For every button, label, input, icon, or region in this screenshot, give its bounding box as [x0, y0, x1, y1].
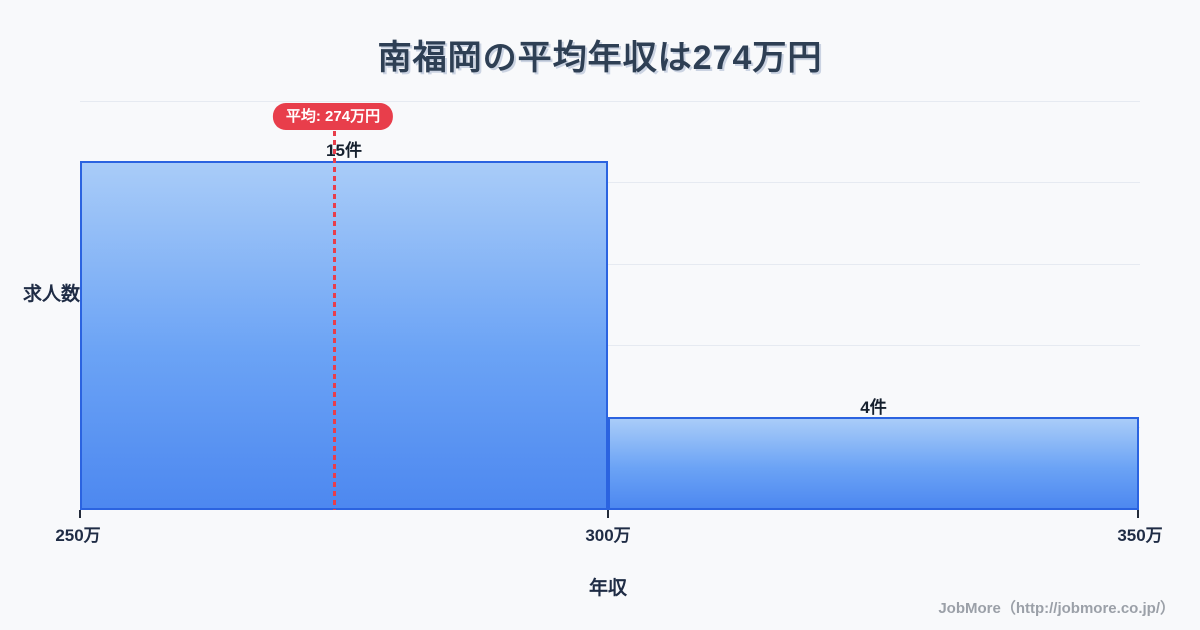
site-credit: JobMore（http://jobmore.co.jp/）	[938, 600, 1175, 617]
y-axis-label: 求人数	[23, 284, 81, 305]
chart-title: 南福岡の平均年収は274万円	[377, 39, 823, 77]
bar-250-300	[80, 161, 608, 510]
gridline	[80, 101, 1140, 102]
bar-300-350	[608, 417, 1139, 510]
gridline	[80, 182, 1140, 183]
x-axis-tick	[607, 510, 609, 518]
gridline	[80, 345, 1140, 346]
x-tick-label-350: 350万	[1117, 526, 1163, 545]
x-axis-label: 年収	[588, 578, 627, 599]
gridline	[80, 264, 1140, 265]
average-dashed-line	[333, 131, 336, 510]
x-tick-label-250: 250万	[55, 526, 101, 545]
bar-value-label: 4件	[860, 398, 887, 417]
x-tick-label-300: 300万	[585, 526, 631, 545]
x-axis-tick	[1137, 510, 1139, 518]
average-badge: 平均: 274万円	[272, 103, 394, 130]
bar-value-label: 15件	[326, 141, 362, 160]
x-axis-tick	[79, 510, 81, 518]
